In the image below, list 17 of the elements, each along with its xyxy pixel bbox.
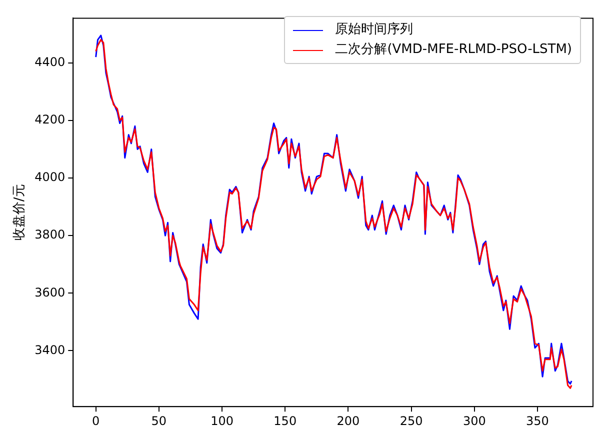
y-tick-label: 3600 [34,285,66,300]
legend-label: 原始时间序列 [335,21,414,39]
legend-label: 二次分解(VMD-MFE-RLMD-PSO-LSTM) [335,41,572,59]
x-tick-label: 200 [336,414,360,428]
y-tick-label: 4200 [34,112,66,127]
x-tick-label: 100 [210,414,234,428]
x-tick-label: 0 [92,414,100,428]
x-tick-label: 250 [400,414,423,428]
x-tick-label: 150 [274,414,297,428]
x-tick-label: 50 [151,414,167,428]
y-tick-label: 4400 [34,54,66,69]
x-tick-label: 350 [526,414,549,428]
x-tick-label: 300 [462,414,486,428]
y-tick-label: 3400 [34,342,66,357]
y-tick-label: 3800 [34,228,66,242]
y-axis-title: 收盘价/元 [12,184,28,241]
y-tick-label: 4000 [34,170,66,184]
